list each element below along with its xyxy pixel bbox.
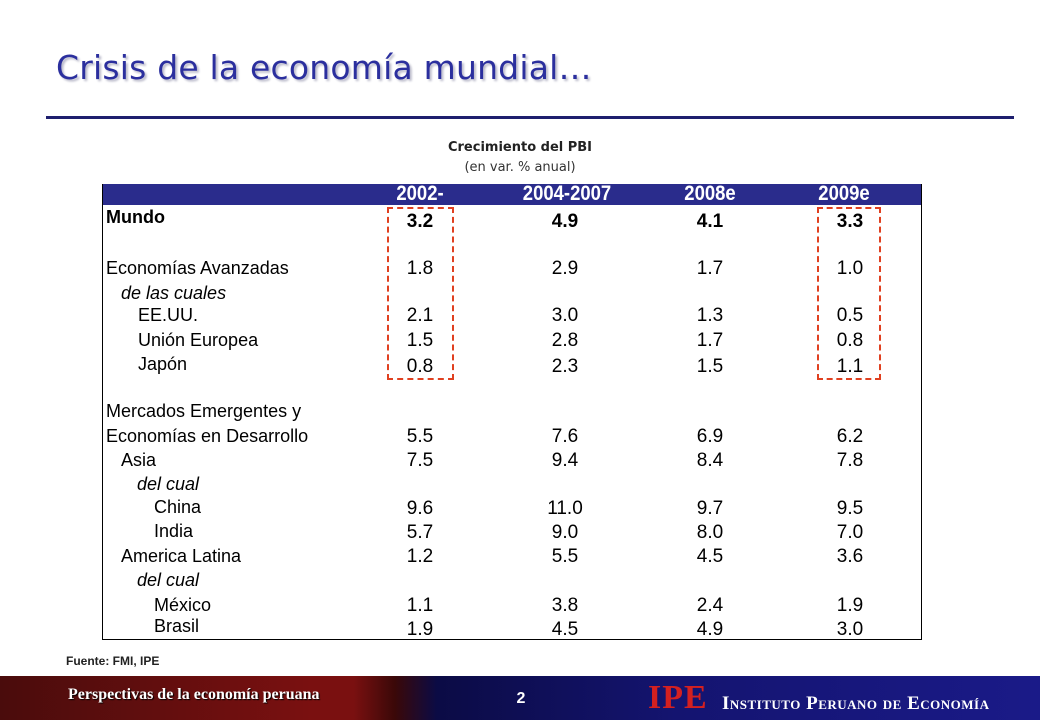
slide-title: Crisis de la economía mundial…: [56, 48, 592, 87]
cell: 5.5: [551, 546, 579, 567]
row-label-japon: Japón: [138, 354, 188, 374]
title-underline: [46, 116, 1014, 119]
cell: 2.3: [551, 356, 579, 377]
footer-text: Perspectivas de la economía peruana: [68, 686, 320, 703]
cell: 4.5: [551, 619, 579, 640]
cell: 2.9: [551, 258, 579, 279]
cell: 1.3: [696, 305, 724, 326]
page-number: 2: [516, 690, 526, 707]
row-label-economias-avanzadas: Economías Avanzadas: [106, 258, 289, 278]
cell: 1.7: [696, 330, 724, 351]
cell: 3.0: [836, 619, 864, 640]
cell: 4.9: [551, 211, 579, 232]
cell: 7.0: [836, 522, 864, 543]
row-label-eeuu: EE.UU.: [138, 305, 199, 325]
cell: 8.0: [696, 522, 724, 543]
table-right-border: [921, 184, 922, 640]
cell: 0.8: [406, 356, 434, 377]
cell: 9.4: [551, 450, 579, 471]
cell: 7.8: [836, 450, 864, 471]
cell: 4.1: [696, 211, 724, 232]
row-label-america-latina: America Latina: [121, 546, 242, 566]
cell: 9.6: [406, 498, 434, 519]
cell: 3.2: [406, 211, 434, 232]
cell: 8.4: [696, 450, 724, 471]
row-label-india: India: [154, 521, 194, 541]
table-bottom-border: [102, 639, 922, 640]
cell: 1.9: [836, 595, 864, 616]
highlight-box-2002-2003: [387, 207, 454, 380]
row-label-economias-en-desarrollo: Economías en Desarrollo: [106, 426, 309, 446]
cell: 1.5: [406, 330, 434, 351]
cell: 7.6: [551, 426, 579, 447]
cell: 7.5: [406, 450, 434, 471]
table-header-bar: [102, 184, 922, 205]
cell: 1.7: [696, 258, 724, 279]
header-2009e: 2009e: [818, 182, 870, 205]
cell: 0.5: [836, 305, 864, 326]
header-2002-2003: 2002-2003: [396, 182, 444, 227]
row-label-mexico: México: [154, 595, 212, 615]
cell: 4.5: [696, 546, 724, 567]
cell: 3.0: [551, 305, 579, 326]
cell: 9.0: [551, 522, 579, 543]
cell: 5.7: [406, 522, 434, 543]
cell: 9.5: [836, 498, 864, 519]
header-2004-2007: 2004-2007: [522, 182, 612, 205]
row-label-mundo: Mundo: [106, 207, 165, 227]
row-label-union-europea: Unión Europea: [138, 330, 259, 350]
cell: 1.8: [406, 258, 434, 279]
row-label-brasil: Brasil: [154, 616, 200, 636]
cell: 3.8: [551, 595, 579, 616]
row-label-china: China: [154, 497, 202, 517]
table-left-border: [102, 184, 103, 640]
row-label-mercados-emergentes: Mercados Emergentes y: [106, 401, 302, 421]
cell: 1.0: [836, 258, 864, 279]
header-2008e: 2008e: [684, 182, 736, 205]
cell: 1.9: [406, 619, 434, 640]
cell: 4.9: [696, 619, 724, 640]
cell: 3.6: [836, 546, 864, 567]
table-title: Crecimiento del PBI: [447, 140, 593, 155]
cell: 3.3: [836, 211, 864, 232]
row-label-del-cual: del cual: [137, 474, 200, 494]
cell: 2.4: [696, 595, 724, 616]
institute-name: Instituto Peruano de Economía: [722, 693, 990, 714]
cell: 2.1: [406, 305, 434, 326]
cell: 0.8: [836, 330, 864, 351]
cell: 1.5: [696, 356, 724, 377]
cell: 2.8: [551, 330, 579, 351]
row-label-de-las-cuales: de las cuales: [121, 283, 227, 303]
cell: 1.2: [406, 546, 434, 567]
row-label-asia: Asia: [121, 450, 157, 470]
cell: 9.7: [696, 498, 724, 519]
ipe-logo: IPE: [648, 679, 708, 716]
cell: 5.5: [406, 426, 434, 447]
cell: 6.9: [696, 426, 724, 447]
highlight-box-2009e: [817, 207, 881, 380]
cell: 6.2: [836, 426, 864, 447]
cell: 1.1: [836, 356, 864, 377]
row-label-del-cual-2: del cual: [137, 570, 200, 590]
cell: 1.1: [406, 595, 434, 616]
cell: 11.0: [547, 498, 583, 519]
footer-bar: [0, 676, 1040, 720]
table-subtitle: (en var. % anual): [464, 160, 576, 175]
source-note: Fuente: FMI, IPE: [66, 654, 160, 668]
